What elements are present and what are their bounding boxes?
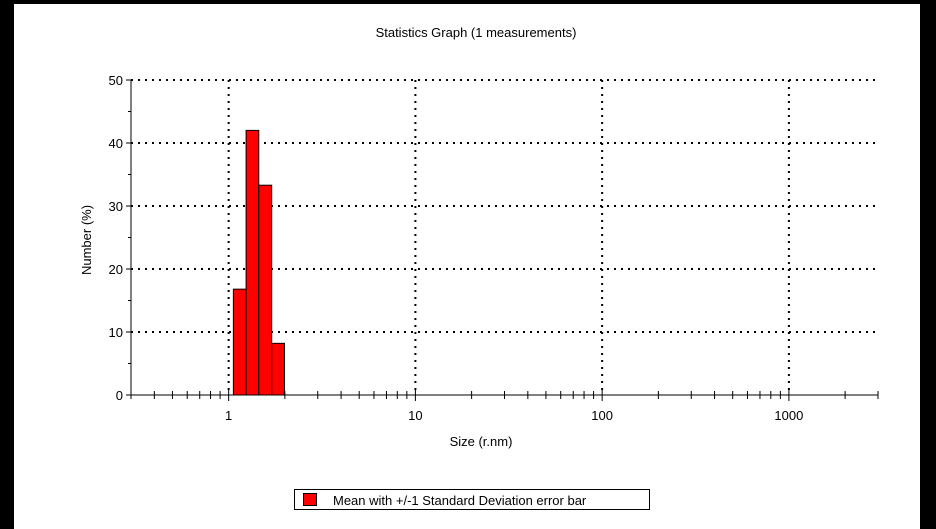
y-tick-label: 40 (109, 136, 123, 151)
x-tick-label: 1 (225, 408, 232, 423)
bar (258, 184, 273, 396)
axes: 0 10 20 30 40 50 1 10 100 1000 (109, 73, 879, 423)
x-axis-label: Size (r.nm) (450, 434, 513, 449)
y-tick-label: 20 (109, 262, 123, 277)
bars (232, 129, 285, 396)
x-tick-label: 100 (591, 408, 613, 423)
chart-title: Statistics Graph (1 measurements) (376, 25, 577, 40)
y-tick-label: 10 (109, 325, 123, 340)
y-tick-label: 0 (116, 388, 123, 403)
bar (245, 129, 260, 396)
bar (271, 342, 285, 396)
x-tick-label: 10 (408, 408, 422, 423)
y-tick-label: 30 (109, 199, 123, 214)
chart-canvas: Statistics Graph (1 measurements) 0 10 20 3… (79, 25, 879, 449)
y-tick-label: 50 (109, 73, 123, 88)
y-axis-label: Number (%) (79, 205, 94, 275)
x-tick-label: 1000 (774, 408, 803, 423)
legend-label: Mean with +/-1 Standard Deviation error … (333, 493, 587, 508)
legend: Mean with +/-1 Standard Deviation error … (294, 489, 650, 510)
legend-swatch (303, 493, 317, 506)
chart-panel: Statistics Graph (1 measurements) 0 10 20 3… (14, 4, 920, 529)
bar (232, 288, 247, 396)
